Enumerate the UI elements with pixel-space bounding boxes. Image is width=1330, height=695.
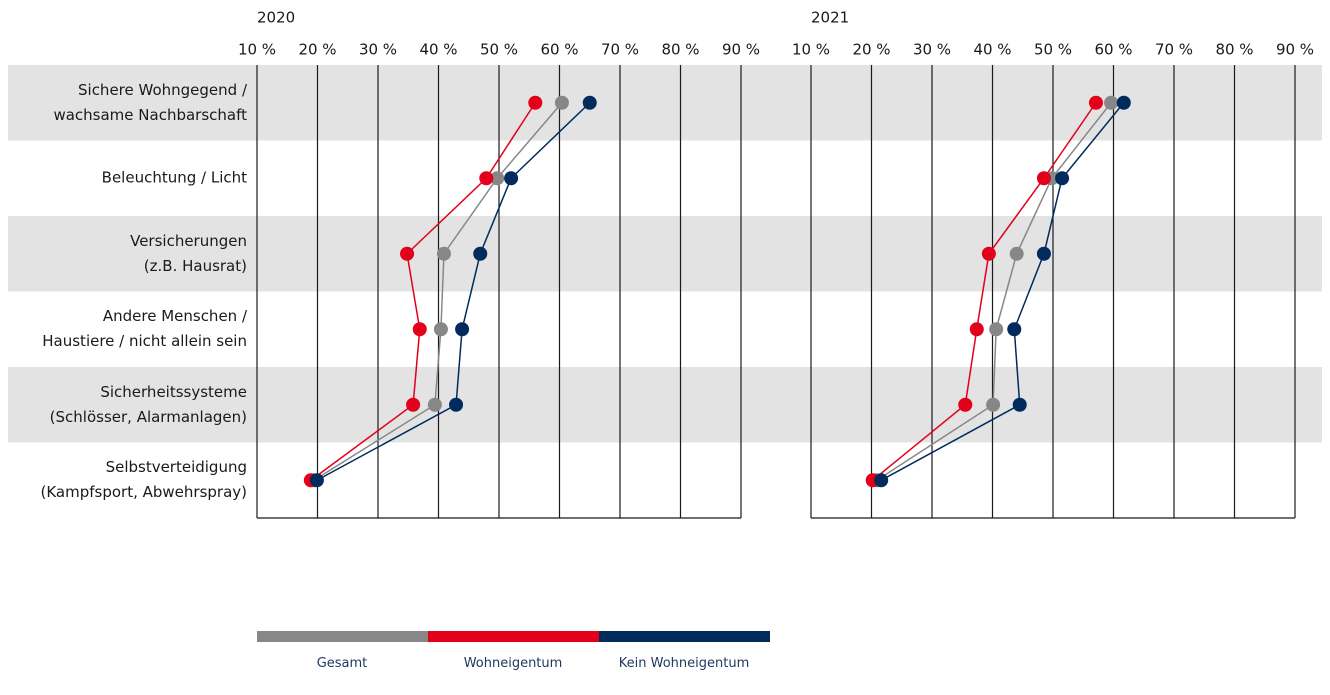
x-tick-label: 20 % [298, 41, 336, 59]
series-line [316, 102, 591, 481]
legend-label: Gesamt [316, 656, 368, 671]
x-tick-label: 60 % [1094, 41, 1132, 59]
series-line [313, 102, 563, 481]
data-point [986, 397, 1001, 412]
x-tick-label: 60 % [540, 41, 578, 59]
x-tick-label: 80 % [1215, 41, 1253, 59]
data-point [582, 95, 597, 110]
category-label: Sichere Wohngegend / wachsame Nachbarsch… [53, 80, 247, 124]
category-label: Beleuchtung / Licht [101, 168, 247, 187]
x-tick-label: 70 % [1155, 41, 1193, 59]
legend-label: Kein Wohneigentum [618, 656, 750, 671]
legend-swatch [599, 631, 770, 642]
category-label: Andere Menschen / Haustiere / nicht alle… [42, 307, 247, 351]
data-point [455, 322, 470, 337]
row-band [8, 216, 1322, 292]
data-point [1009, 246, 1024, 261]
x-tick-label: 90 % [722, 41, 760, 59]
data-point [473, 246, 488, 261]
data-point [874, 473, 889, 488]
legend-swatch [428, 631, 599, 642]
x-tick-label: 50 % [480, 41, 518, 59]
series-line [872, 102, 1097, 481]
data-point [554, 95, 569, 110]
data-point [1007, 322, 1022, 337]
data-point [504, 171, 519, 186]
series-line [880, 102, 1125, 481]
x-tick-label: 70 % [601, 41, 639, 59]
data-point [1012, 397, 1027, 412]
category-label: Versicherungen (z.B. Hausrat) [130, 231, 247, 275]
data-point [436, 246, 451, 261]
panel-title: 2021 [811, 9, 849, 27]
x-tick-label: 80 % [661, 41, 699, 59]
category-label: Selbstverteidigung (Kampfsport, Abwehrsp… [40, 458, 247, 502]
data-point [433, 322, 448, 337]
data-point [958, 397, 973, 412]
data-point [427, 397, 442, 412]
data-point [1055, 171, 1070, 186]
data-point [479, 171, 494, 186]
data-point [400, 246, 415, 261]
data-point [981, 246, 996, 261]
x-tick-label: 40 % [973, 41, 1011, 59]
x-tick-label: 30 % [359, 41, 397, 59]
data-point [1088, 95, 1103, 110]
panel-title: 2020 [257, 9, 295, 27]
data-point [1036, 246, 1051, 261]
legend-swatch [257, 631, 428, 642]
data-point [412, 322, 427, 337]
x-tick-label: 10 % [238, 41, 276, 59]
series-line [310, 102, 536, 481]
category-label: Sicherheitssysteme (Schlösser, Alarmanla… [49, 382, 247, 426]
series-line [876, 102, 1112, 481]
row-band [8, 367, 1322, 443]
x-tick-label: 30 % [913, 41, 951, 59]
data-point [969, 322, 984, 337]
data-point [528, 95, 543, 110]
x-tick-label: 20 % [852, 41, 890, 59]
data-point [1116, 95, 1131, 110]
data-point [1036, 171, 1051, 186]
x-tick-label: 50 % [1034, 41, 1072, 59]
data-point [309, 473, 324, 488]
x-tick-label: 40 % [419, 41, 457, 59]
legend-label: Wohneigentum [463, 656, 563, 671]
x-tick-label: 10 % [792, 41, 830, 59]
data-point [490, 171, 505, 186]
data-point [406, 397, 421, 412]
x-tick-label: 90 % [1276, 41, 1314, 59]
data-point [449, 397, 464, 412]
data-point [1104, 95, 1119, 110]
data-point [989, 322, 1004, 337]
